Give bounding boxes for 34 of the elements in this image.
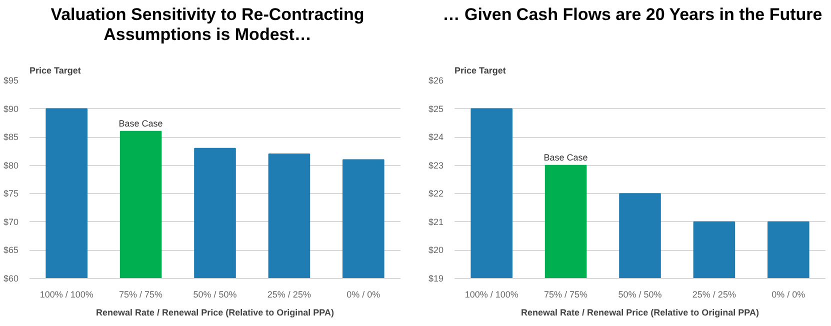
y-tick-label: $25 [428,104,444,114]
chart-title: … Given Cash Flows are 20 Years in the Future [442,5,822,25]
y-tick-label: $21 [428,216,444,227]
y-tick-label: $24 [428,132,444,142]
x-tick-label: 0% / 0% [346,290,380,300]
x-axis-title: Renewal Rate / Renewal Price (Relative to Original PPA) [96,308,334,318]
y-tick-label: $65 [3,245,19,256]
x-tick-label: 75% / 75% [544,290,588,300]
y-tick-label: $85 [3,132,19,142]
x-tick-label: 25% / 25% [692,290,736,300]
y-tick-label: $26 [428,76,444,86]
y-tick-label: $23 [428,160,444,170]
y-tick-label: $19 [428,274,444,284]
y-tick-label: $75 [3,188,19,199]
y-tick-label: $20 [428,245,444,256]
annotation: Base Case [118,118,163,128]
x-tick-label: 50% / 50% [193,290,237,300]
chart-title: Valuation Sensitivity to Re-Contracting Assumptions is Modest… [50,5,366,44]
x-tick-label: 0% / 0% [772,290,806,300]
y-axis-title: Price Target [454,66,506,76]
y-tick-label: $95 [3,76,19,86]
x-tick-label: 25% / 25% [267,290,311,300]
y-tick-label: $22 [428,188,444,199]
x-tick-label: 50% / 50% [618,290,662,300]
x-axis-title: Renewal Rate / Renewal Price (Relative to Original PPA) [521,308,759,318]
y-tick-label: $80 [3,160,19,170]
y-tick-label: $60 [3,274,19,284]
x-tick-label: 100% / 100% [40,290,94,300]
y-tick-label: $90 [3,104,19,114]
x-tick-label: 75% / 75% [119,290,163,300]
y-tick-label: $70 [3,216,19,227]
x-tick-label: 100% / 100% [464,290,518,300]
y-axis-title: Price Target [30,66,81,76]
annotation: Base Case [544,152,588,162]
